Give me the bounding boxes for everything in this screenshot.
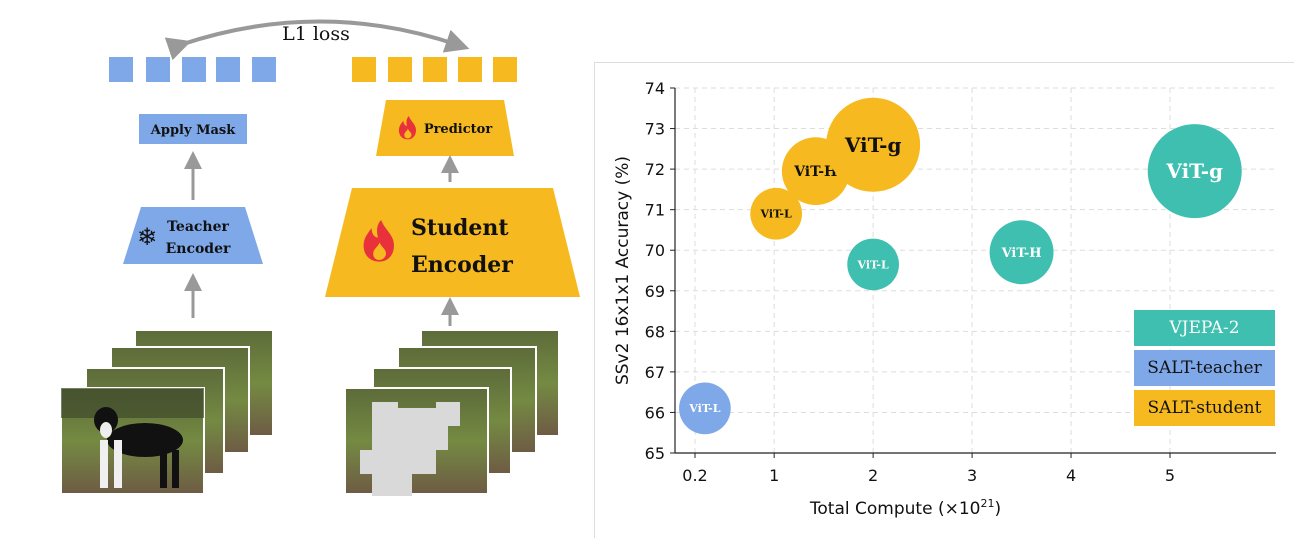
apply-mask-box: [139, 114, 247, 144]
flame-icon: [398, 116, 416, 140]
y-tick-label: 74: [645, 79, 665, 98]
loss-arc-arrow: [164, 19, 470, 61]
predictor-label: Predictor: [424, 122, 493, 137]
x-tick-label: 5: [1165, 466, 1175, 485]
y-tick-label: 66: [645, 403, 665, 422]
y-tick-label: 73: [645, 120, 665, 139]
chart-panel: [594, 62, 1294, 538]
x-tick-label: 4: [1066, 466, 1076, 485]
bubble-label: ViT-g: [1165, 159, 1223, 183]
bubble-label: ViT-L: [760, 208, 792, 221]
legend-salt-teacher: SALT-teacher: [1134, 350, 1275, 386]
bubble-label: ViT-L: [688, 402, 720, 415]
teacher-tokens: [109, 57, 276, 82]
teacher-encoder-block: [123, 207, 263, 264]
mask-region: [360, 402, 460, 496]
architecture-diagram: L1 loss Apply Mask Predictor ❄ Teacher E…: [60, 19, 580, 496]
y-tick-label: 71: [645, 201, 665, 220]
student-label-line2: Encoder: [411, 252, 513, 278]
flame-icon: [363, 220, 394, 262]
y-tick-label: 68: [645, 322, 665, 341]
bubble-salt-teacher-vit-l: [679, 382, 731, 435]
x-tick-label: 1: [769, 466, 779, 485]
y-tick-label: 69: [645, 282, 665, 301]
predictor-block: [376, 100, 514, 156]
y-tick-label: 70: [645, 241, 665, 260]
bubble-salt-student-vit-g: [826, 97, 921, 192]
y-tick-label: 65: [645, 444, 665, 463]
snowflake-icon: ❄: [137, 223, 157, 251]
bubble-label: ViT-L: [857, 258, 889, 271]
teacher-label-line1: Teacher: [167, 219, 229, 235]
bubble-vjepa-2-vit-g: [1147, 124, 1242, 219]
legend-vjepa2: VJEPA-2: [1134, 310, 1275, 346]
y-axis-label: SSv2 16x1x1 Accuracy (%): [613, 156, 633, 385]
bubble-label: ViT-H: [1001, 246, 1042, 261]
x-tick-label: 2: [868, 466, 878, 485]
x-tick-label: 3: [967, 466, 977, 485]
teacher-label-line2: Encoder: [166, 241, 231, 257]
bubble-label: ViT-H: [793, 164, 837, 180]
y-tick-label: 72: [645, 160, 665, 179]
student-video-frames: [344, 329, 560, 496]
x-tick-label: 0.2: [682, 466, 707, 485]
loss-label: L1 loss: [282, 23, 350, 45]
dog-photo: [61, 388, 204, 488]
bubble-vjepa-2-vit-h: [989, 220, 1054, 285]
legend-salt-student: SALT-student: [1134, 390, 1275, 426]
bubble-vjepa-2-vit-l: [847, 238, 899, 291]
teacher-video-frames: [60, 329, 274, 495]
bubble-salt-student-vit-l: [750, 187, 802, 240]
flow-arrows: [184, 151, 459, 326]
y-tick-label: 67: [645, 363, 665, 382]
student-encoder-block: [325, 188, 580, 297]
student-tokens: [352, 57, 517, 82]
x-axis-label: Total Compute (×1021): [809, 497, 1001, 519]
bubble-label: ViT-g: [844, 133, 902, 157]
apply-mask-label: Apply Mask: [150, 123, 236, 138]
student-label-line1: Student: [411, 215, 509, 241]
